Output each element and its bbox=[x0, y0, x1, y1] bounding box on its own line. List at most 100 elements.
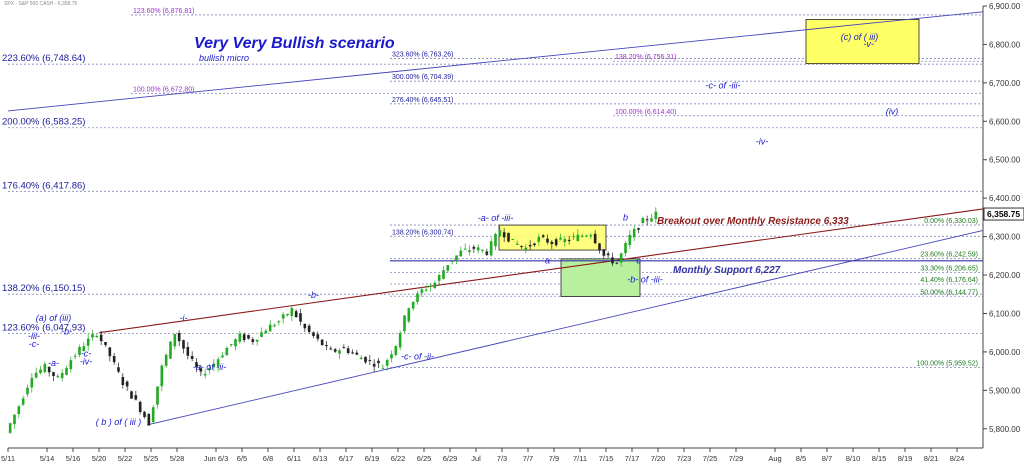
candle-body bbox=[156, 386, 159, 405]
candle-body bbox=[437, 274, 441, 281]
fib-level-left-label: 200.00% (6,583.25) bbox=[2, 117, 85, 128]
candle-body bbox=[637, 228, 640, 230]
candle-body bbox=[368, 360, 372, 362]
candle-body bbox=[229, 344, 233, 346]
candle-body bbox=[303, 323, 307, 329]
fib-level-mid-label: 138.20% (6,756.31) bbox=[615, 54, 677, 61]
x-tick-label: Jun 6/3 bbox=[204, 454, 229, 463]
candle-body bbox=[481, 249, 484, 251]
x-tick-label: Aug bbox=[768, 454, 781, 463]
fib-level-left-label: 123.60% (6,047.93) bbox=[2, 322, 85, 333]
candle-body bbox=[290, 308, 294, 317]
candle-body bbox=[307, 325, 311, 332]
candle-body bbox=[195, 362, 198, 368]
x-tick-label: 5/20 bbox=[92, 454, 107, 463]
wave-label: b bbox=[623, 212, 628, 222]
candle-body bbox=[160, 365, 164, 387]
x-tick-label: 7/11 bbox=[573, 454, 587, 463]
candle-body bbox=[611, 257, 614, 264]
support-label: Monthly Support 6,227 bbox=[673, 265, 781, 276]
candle-body bbox=[221, 355, 224, 358]
candle-body bbox=[169, 341, 172, 359]
candle-body bbox=[69, 360, 73, 370]
x-tick-label: 7/25 bbox=[703, 454, 718, 463]
candle-body bbox=[485, 251, 489, 255]
candle-body bbox=[316, 334, 320, 339]
candle-body bbox=[273, 325, 276, 327]
x-tick-label: 8/21 bbox=[924, 454, 939, 463]
candle-body bbox=[225, 347, 229, 356]
x-tick-label: 8/10 bbox=[846, 454, 861, 463]
y-tick-label: 6,700.00 bbox=[989, 79, 1021, 88]
y-tick-label: 5,800.00 bbox=[989, 425, 1021, 434]
fib-level-right-label: 23.60% (6,242.59) bbox=[920, 252, 978, 259]
candle-body bbox=[277, 321, 281, 323]
candle-body bbox=[398, 333, 402, 348]
wave-label: -c- of -iii- bbox=[706, 81, 741, 91]
wave-label: ( b ) of ( iii ) bbox=[96, 417, 142, 427]
candle-body bbox=[528, 245, 532, 247]
candle-body bbox=[212, 363, 216, 368]
candle-body bbox=[255, 339, 259, 342]
candle-body bbox=[333, 349, 337, 352]
candle-body bbox=[598, 243, 601, 251]
candle-body bbox=[216, 359, 220, 367]
candle-body bbox=[537, 236, 541, 242]
x-tick-label: 8/5 bbox=[796, 454, 806, 463]
fib-level-right-label: 100.00% (5,959.52) bbox=[917, 360, 979, 367]
header-ticker-line: SPX - S&P 500 CASH - 6,358.75 bbox=[4, 1, 78, 7]
candle-body bbox=[320, 339, 324, 346]
candle-body bbox=[86, 338, 90, 346]
candle-body bbox=[498, 230, 502, 237]
candle-body bbox=[164, 354, 168, 366]
candle-body bbox=[524, 247, 528, 250]
wave-label: -a- bbox=[48, 358, 59, 368]
fib-level-mid-label: 123.60% (6,876.81) bbox=[133, 8, 195, 15]
x-tick-label: 7/20 bbox=[651, 454, 666, 463]
fib-level-right-label: 50.00% (6,144.77) bbox=[920, 289, 978, 296]
x-tick-label: 5/11 bbox=[1, 454, 15, 463]
candle-body bbox=[238, 333, 242, 342]
candle-body bbox=[403, 315, 406, 332]
fib-level-right-label: 33.30% (6,206.65) bbox=[920, 265, 978, 272]
wave-label: -a- of -iii- bbox=[478, 213, 514, 223]
candle-body bbox=[433, 282, 437, 289]
candle-body bbox=[190, 356, 194, 359]
y-tick-label: 6,400.00 bbox=[989, 194, 1021, 203]
x-tick-label: 6/5 bbox=[237, 454, 247, 463]
candle-body bbox=[377, 360, 380, 364]
candle-body bbox=[268, 324, 272, 332]
candle-body bbox=[294, 311, 298, 318]
fib-level-mid-label: 100.00% (6,614.40) bbox=[615, 109, 677, 116]
candle-body bbox=[476, 247, 480, 251]
candle-body bbox=[628, 234, 632, 246]
x-tick-label: 5/16 bbox=[66, 454, 81, 463]
candle-body bbox=[91, 334, 94, 338]
candle-body bbox=[619, 253, 623, 263]
x-tick-label: 5/22 bbox=[118, 454, 133, 463]
candle-body bbox=[186, 346, 190, 356]
candle-body bbox=[654, 211, 658, 220]
wave-label: -a- of -ii- bbox=[193, 362, 227, 372]
fib-level-mid-label: 323.60% (6,763.26) bbox=[392, 52, 454, 59]
x-tick-label: 7/3 bbox=[497, 454, 507, 463]
lower-channel-line bbox=[146, 230, 984, 426]
x-tick-label: 6/17 bbox=[339, 454, 354, 463]
candle-body bbox=[112, 356, 116, 363]
candle-body bbox=[463, 248, 467, 250]
candle-body bbox=[546, 238, 549, 243]
candle-body bbox=[624, 243, 627, 254]
candle-body bbox=[615, 262, 619, 264]
candle-body bbox=[424, 289, 428, 291]
wave-label: c bbox=[636, 256, 641, 266]
wave-label: -i- bbox=[180, 313, 188, 323]
x-tick-label: 5/14 bbox=[40, 454, 55, 463]
candle-body bbox=[563, 239, 567, 243]
monthly-resistance-line bbox=[98, 208, 984, 334]
candle-body bbox=[472, 246, 476, 249]
candle-body bbox=[8, 423, 12, 433]
chart-subtitle: bullish micro bbox=[199, 53, 249, 63]
candle-body bbox=[593, 233, 597, 244]
candle-body bbox=[554, 239, 558, 246]
